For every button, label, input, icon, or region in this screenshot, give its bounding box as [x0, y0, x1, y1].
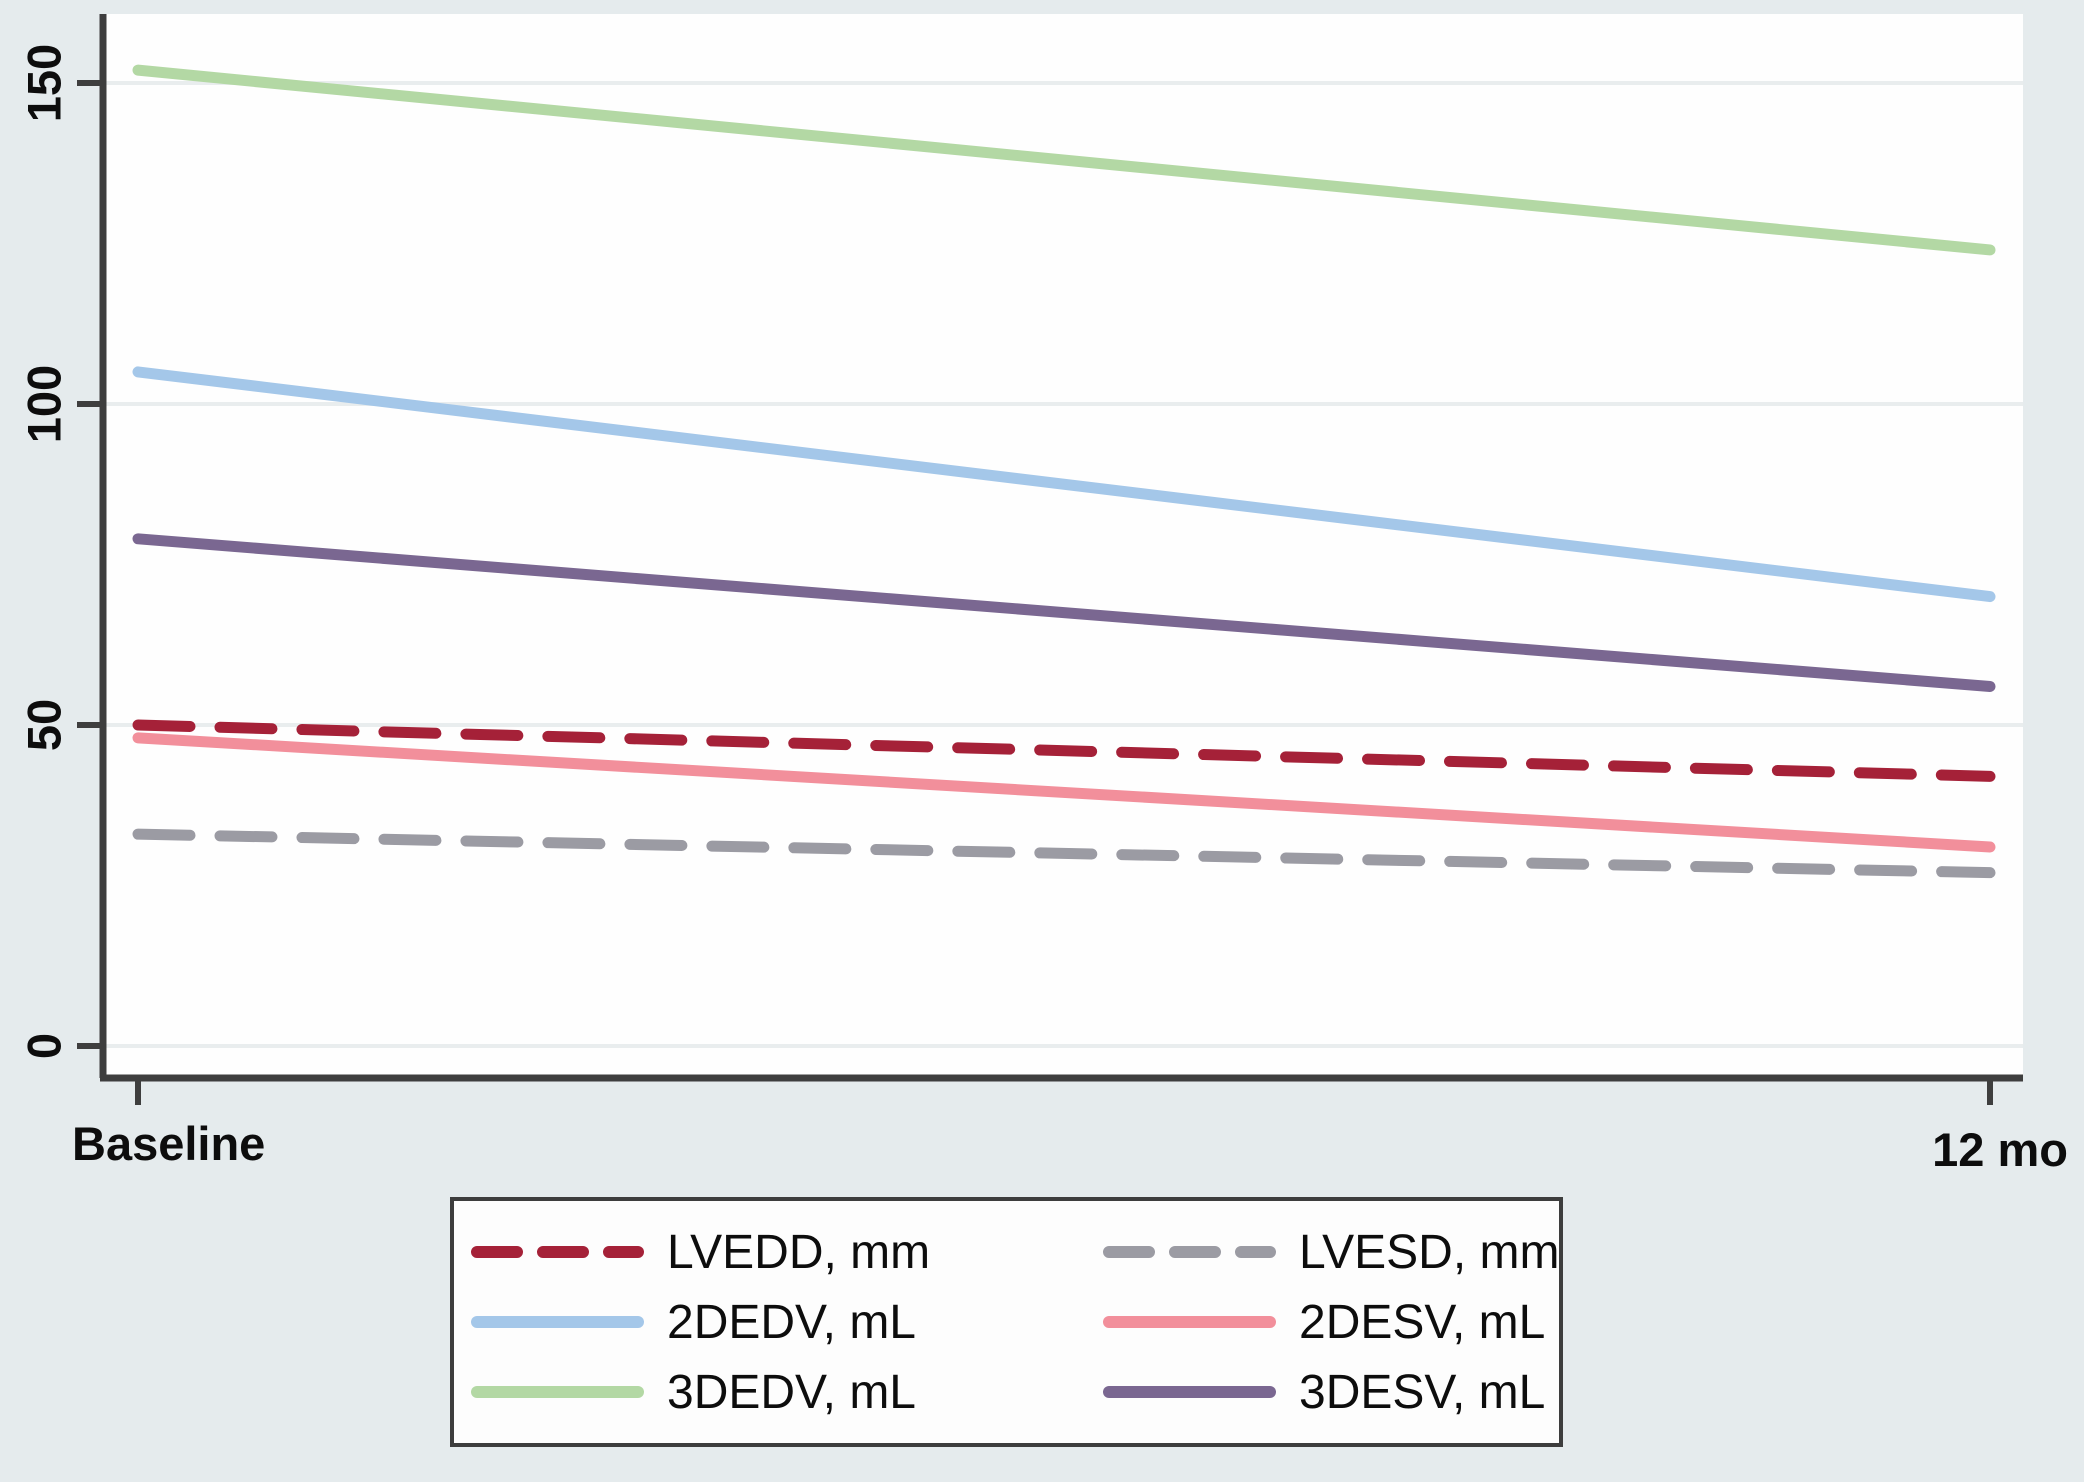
plot-background — [103, 14, 2023, 1078]
series-line-3dedv-ml — [132, 64, 1996, 256]
legend-label: 2DEDV, mL — [667, 1295, 916, 1349]
legend-item-lvedd-mm: LVEDD, mm — [470, 1225, 1102, 1280]
legend-swatch-2desv-ml — [1103, 1316, 1276, 1328]
legend-item-2dedv-ml: 2DEDV, mL — [470, 1295, 1102, 1350]
legend-label: 3DESV, mL — [1299, 1365, 1546, 1419]
legend-swatch-lvedd-mm — [471, 1246, 644, 1258]
y-tick-label-50: 50 — [18, 699, 71, 751]
series-line-lvedd-mm — [132, 719, 1996, 782]
legend-box: LVEDD, mm LVESD, mm 2DEDV, mL 2DESV, mL 3DED… — [450, 1197, 1563, 1447]
series-line-2desv-ml — [132, 732, 1996, 853]
legend-label: LVEDD, mm — [667, 1225, 931, 1279]
legend-swatch-3desv-ml — [1103, 1386, 1276, 1398]
y-tick-label-0: 0 — [18, 1033, 71, 1059]
legend-item-lvesd-mm: LVESD, mm — [1102, 1225, 1559, 1280]
legend-swatch-2dedv-ml — [471, 1316, 644, 1328]
legend-item-2desv-ml: 2DESV, mL — [1102, 1295, 1559, 1350]
legend-swatch-lvesd-mm — [1103, 1246, 1276, 1258]
x-axis-label-12mo: 12 mo — [1932, 1123, 2068, 1176]
legend-label: LVESD, mm — [1299, 1225, 1560, 1279]
legend-item-3desv-ml: 3DESV, mL — [1102, 1365, 1559, 1420]
series-line-3desv-ml — [132, 533, 1996, 692]
y-tick-label-150: 150 — [18, 44, 71, 122]
y-tick-label-100: 100 — [18, 365, 71, 443]
x-axis-label-baseline: Baseline — [72, 1117, 266, 1170]
legend-swatch-3dedv-ml — [471, 1386, 644, 1398]
legend-label: 3DEDV, mL — [667, 1365, 916, 1419]
series-line-2dedv-ml — [132, 366, 1996, 603]
legend-label: 2DESV, mL — [1299, 1295, 1546, 1349]
series-line-lvesd-mm — [132, 828, 1996, 879]
legend-item-3dedv-ml: 3DEDV, mL — [470, 1365, 1102, 1420]
